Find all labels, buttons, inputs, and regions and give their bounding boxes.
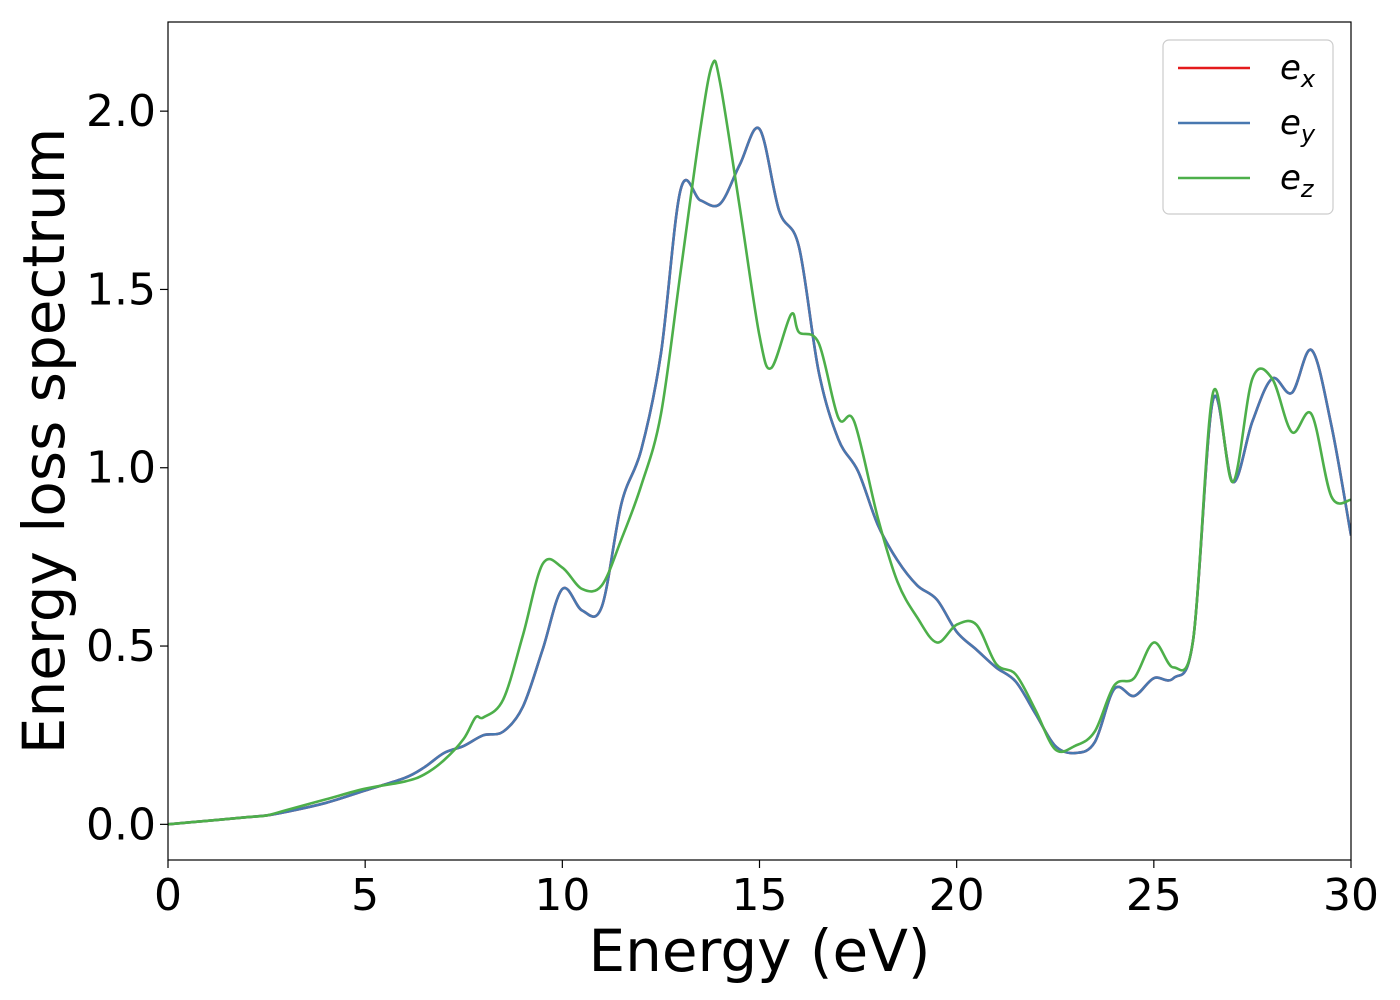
series-line-z [168,59,1351,826]
y-axis: 0.0 0.5 1.0 1.5 2.0 [86,86,168,850]
x-tick-label: 5 [351,870,379,921]
x-tick-label: 10 [534,870,590,921]
x-tick-label: 20 [929,870,985,921]
x-tick-label: 0 [154,870,182,921]
y-tick-label: 1.0 [86,443,156,494]
legend-label-z: ez [1280,158,1315,203]
x-tick-label: 15 [732,870,788,921]
y-tick-label: 2.0 [86,86,156,137]
legend-label-y: ey [1280,103,1316,148]
legend-box [1162,39,1334,215]
x-tick-label: 30 [1323,870,1379,921]
y-tick-label: 1.5 [86,264,156,315]
x-axis: 0 5 10 15 20 25 30 [154,860,1379,921]
y-axis-label: Energy loss spectrum [10,128,78,754]
legend-label-x: ex [1280,48,1316,93]
x-tick-label: 25 [1126,870,1182,921]
legend: ex ey ez [1162,39,1334,215]
y-tick-label: 0.5 [86,621,156,672]
x-axis-label: Energy (eV) [588,917,930,985]
y-tick-label: 0.0 [86,799,156,850]
